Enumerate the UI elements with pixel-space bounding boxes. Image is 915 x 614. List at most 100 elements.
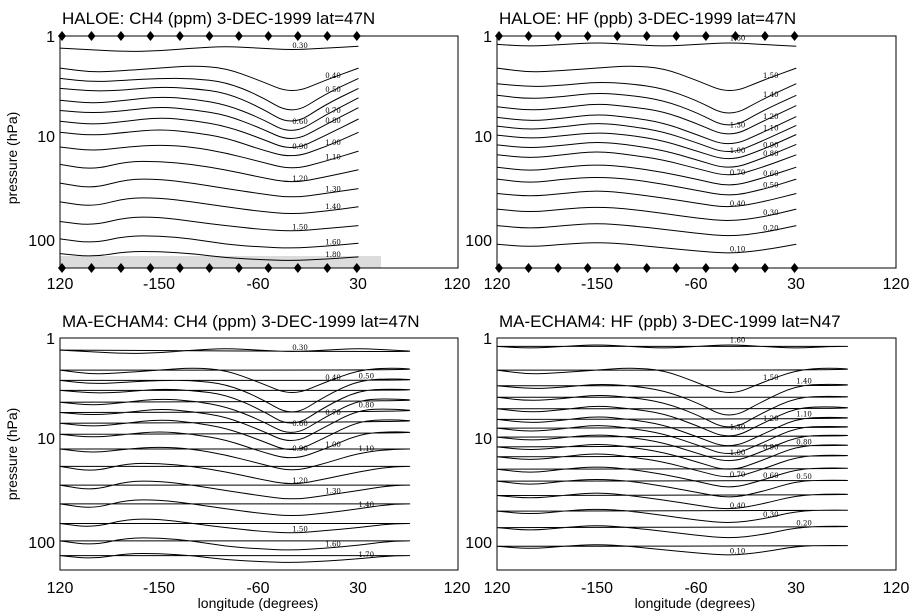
y-tick-label: 1 — [46, 331, 55, 348]
contour-label: 1.30 — [325, 488, 341, 496]
y-axis-label: pressure (hPa) — [4, 408, 20, 501]
contour-line — [59, 419, 411, 450]
contour-label: 0.10 — [730, 548, 746, 556]
contour-label: 1.40 — [359, 501, 375, 509]
panel-echam-hf: MA-ECHAM4: HF (ppb) 3-DEC-1999 lat=N47 l… — [465, 312, 909, 611]
contour-label: 0.50 — [796, 473, 812, 481]
contour-label: 1.10 — [796, 411, 812, 419]
contour-line — [496, 151, 797, 176]
contour-label: 1.60 — [325, 238, 341, 246]
contour-line — [496, 479, 848, 498]
contour-line — [59, 378, 411, 413]
x-axis-label: longitude (degrees) — [635, 595, 756, 611]
contour-line — [59, 446, 411, 471]
contour-line — [59, 480, 411, 500]
contour-label: 0.40 — [325, 374, 341, 382]
plot-frame — [59, 35, 459, 269]
contour-label: 0.50 — [359, 372, 375, 380]
contour-line — [496, 416, 848, 447]
plot-frame — [496, 35, 897, 269]
contour-line — [496, 206, 797, 222]
panel-title: HALOE: CH4 (ppm) 3-DEC-1999 lat=47N — [62, 9, 375, 28]
contour-line — [496, 508, 848, 524]
x-tick-label: -150 — [143, 276, 175, 293]
contour-line — [496, 525, 848, 539]
contour-label: 0.70 — [325, 409, 341, 417]
contour-label: 0.70 — [730, 471, 746, 479]
x-tick-label: 120 — [444, 276, 471, 293]
contour-label: 0.60 — [292, 118, 308, 126]
contour-label: 0.40 — [730, 502, 746, 510]
contour-line — [496, 92, 797, 126]
panel-title: MA-ECHAM4: CH4 (ppm) 3-DEC-1999 lat=47N — [62, 312, 420, 331]
contour-label: 1.60 — [325, 540, 341, 548]
contour-label: 0.30 — [292, 42, 308, 50]
x-tick-label: 120 — [883, 580, 910, 597]
contour-label: 0.80 — [763, 150, 779, 158]
contour-label: 1.20 — [292, 175, 308, 183]
contour-label: 0.20 — [763, 225, 779, 233]
contour-line — [59, 77, 359, 111]
contour-label: 1.00 — [730, 147, 746, 155]
contour-line — [496, 65, 797, 92]
x-tick-label: 30 — [349, 580, 367, 597]
contour-line — [59, 235, 359, 249]
x-tick-label: 120 — [883, 276, 910, 293]
y-tick-label: 1 — [46, 29, 55, 46]
contour-label: 0.50 — [763, 182, 779, 190]
y-tick-label: 10 — [474, 431, 492, 448]
contour-line — [496, 142, 797, 168]
contour-line — [59, 462, 411, 485]
x-tick-label: -60 — [684, 580, 707, 597]
contour-line — [496, 132, 797, 160]
contour-line — [59, 408, 411, 441]
contour-line — [496, 103, 797, 135]
contour-label: 1.30 — [325, 186, 341, 194]
contour-line — [496, 190, 797, 208]
contour-label: 0.30 — [763, 209, 779, 217]
x-tick-label: 120 — [484, 276, 511, 293]
contour-label: 1.30 — [730, 121, 746, 129]
contour-line — [59, 348, 411, 354]
contour-line — [496, 453, 848, 478]
contour-label: 1.00 — [325, 139, 341, 147]
contour-label: 1.60 — [730, 337, 746, 345]
panel-echam-ch4: MA-ECHAM4: CH4 (ppm) 3-DEC-1999 lat=47N … — [4, 312, 470, 611]
contour-line — [59, 537, 411, 551]
contour-label: 1.10 — [763, 124, 779, 132]
contour-label: 0.60 — [292, 420, 308, 428]
contour-line — [59, 129, 359, 157]
contour-line — [59, 216, 359, 232]
contour-label: 1.70 — [359, 551, 375, 559]
contour-line — [59, 160, 359, 183]
contour-label: 1.20 — [292, 477, 308, 485]
x-tick-label: -150 — [581, 580, 613, 597]
contour-line — [496, 434, 848, 462]
y-tick-label: 100 — [465, 535, 492, 552]
plot-frame — [59, 337, 459, 571]
contour-label: 0.70 — [730, 169, 746, 177]
contour-label: 1.50 — [292, 223, 308, 231]
contour-line — [496, 242, 797, 254]
panel-haloe-ch4: HALOE: CH4 (ppm) 3-DEC-1999 lat=47N pres… — [4, 9, 470, 293]
contour-line — [496, 425, 848, 454]
y-tick-label: 10 — [37, 129, 55, 146]
contour-label: 0.70 — [325, 107, 341, 115]
contour-label: 1.50 — [292, 525, 308, 533]
contour-label: 0.50 — [325, 86, 341, 94]
contour-label: 1.40 — [796, 378, 812, 386]
panel-title: MA-ECHAM4: HF (ppb) 3-DEC-1999 lat=N47 — [499, 312, 841, 331]
x-tick-label: 30 — [349, 276, 367, 293]
contour-line — [496, 405, 848, 437]
contour-line — [496, 177, 797, 196]
y-axis-label: pressure (hPa) — [4, 112, 20, 205]
contour-label: 1.00 — [325, 441, 341, 449]
x-tick-label: 120 — [47, 276, 74, 293]
contour-line — [496, 123, 797, 152]
contour-line — [59, 250, 359, 261]
x-tick-label: 30 — [787, 580, 805, 597]
contour-line — [496, 82, 797, 114]
contour-label: 1.60 — [730, 35, 746, 43]
contour-line — [59, 45, 359, 52]
x-tick-label: -60 — [246, 580, 269, 597]
